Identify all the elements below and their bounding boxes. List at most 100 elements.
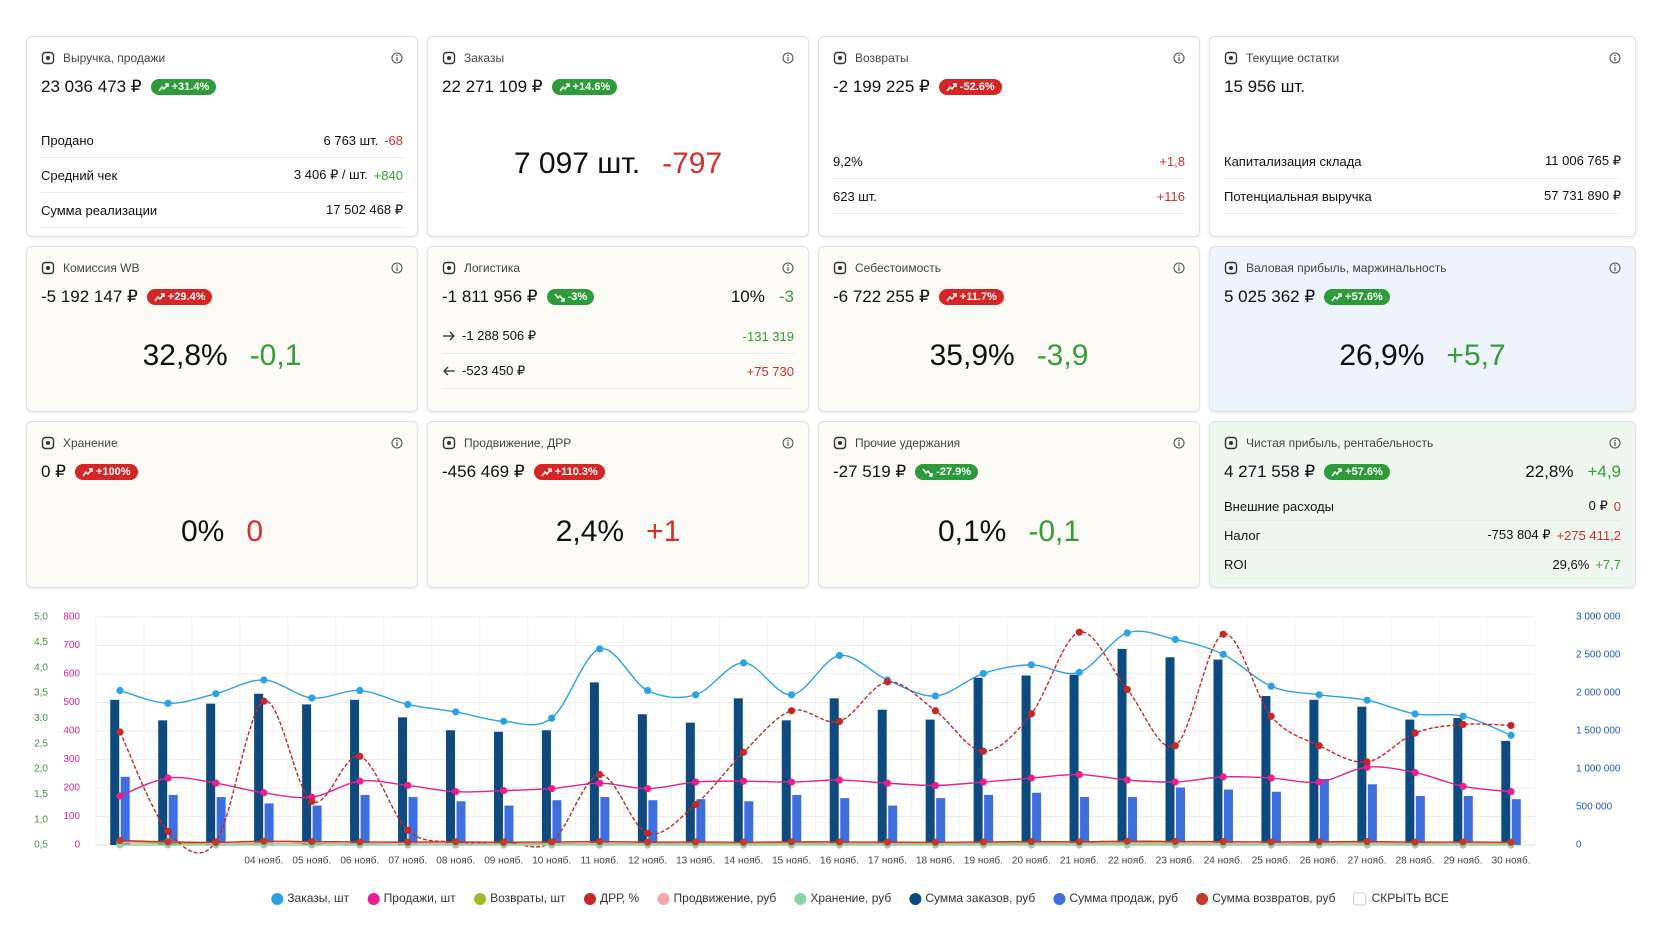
point [883, 838, 892, 846]
point [1411, 729, 1419, 737]
x-tick-label: 04 нояб. [244, 855, 283, 867]
legend-item[interactable]: Сумма продаж, руб [1053, 891, 1178, 905]
point [1027, 837, 1035, 846]
info-icon-part [1609, 262, 1621, 274]
point [1507, 731, 1515, 739]
card-icon-part [447, 56, 451, 60]
trend-arrow-part [547, 467, 552, 472]
row-delta: +840 [373, 167, 403, 183]
legend-item[interactable]: Сумма заказов, руб [909, 891, 1035, 905]
badge-text: -3% [567, 291, 588, 303]
bar [1319, 778, 1329, 845]
point [548, 714, 556, 722]
point [644, 829, 652, 837]
legend-swatch [909, 893, 922, 905]
trend-arrow-part [946, 83, 957, 91]
main-value: 22 271 109 ₽ [442, 77, 543, 96]
card-icon [833, 51, 847, 65]
legend-item[interactable]: Сумма возвратов, руб [1196, 891, 1336, 905]
point [691, 778, 700, 786]
card-icon [41, 51, 55, 65]
point [883, 779, 892, 787]
row-label: -523 450 ₽ [462, 363, 526, 378]
side-metric: 22,8% +4,9 [1525, 462, 1621, 482]
legend-label: Продажи, шт [384, 891, 456, 905]
trend-arrow-part [565, 82, 570, 87]
bar [1367, 784, 1377, 845]
info-icon-part [1178, 439, 1180, 442]
x-tick-label: 29 нояб. [1444, 855, 1483, 867]
kpi-card: Логистика -1 811 956 ₽ -3% 10% -3 -1 288 506 … [427, 246, 809, 412]
point [1459, 720, 1467, 729]
trend-arrow-part [1331, 468, 1342, 476]
legend-item[interactable]: ДРР, % [584, 891, 640, 905]
trend-arrow-part [952, 292, 957, 297]
legend-item[interactable]: Продажи, шт [367, 891, 456, 905]
card-icon [41, 436, 55, 450]
point [1219, 838, 1227, 846]
card-icon [1224, 436, 1238, 450]
bar [446, 730, 455, 845]
x-tick-label: 26 нояб. [1300, 855, 1339, 867]
trend-arrow-part [158, 83, 169, 91]
row-delta: -131 319 [742, 328, 794, 344]
info-icon-part [391, 262, 403, 274]
point [1075, 668, 1083, 676]
trend-arrow [541, 467, 552, 476]
point [452, 708, 460, 716]
y-tick-label: 700 [63, 640, 80, 651]
point [931, 781, 940, 790]
x-tick-label: 15 нояб. [772, 855, 811, 867]
card-title: Хранение [63, 436, 118, 450]
trend-arrow [82, 467, 93, 476]
point [1123, 685, 1131, 694]
point [1363, 837, 1371, 846]
point [1507, 788, 1515, 796]
y-tick-label: 500 000 [1576, 802, 1613, 813]
trend-arrow-part [560, 297, 565, 302]
info-icon [1609, 52, 1621, 64]
trend-arrow [154, 292, 165, 301]
info-icon [1173, 437, 1185, 449]
big-delta: 0 [246, 514, 264, 548]
info-icon-part [1614, 439, 1616, 442]
row-delta: +75 730 [746, 363, 794, 379]
point [596, 779, 604, 787]
bar [408, 797, 418, 845]
point [739, 777, 748, 785]
legend-item[interactable]: Хранение, руб [794, 891, 891, 905]
card-main: 4 271 558 ₽ +57.6% 22,8% +4,9 [1224, 460, 1621, 484]
info-icon-part [391, 52, 403, 64]
point [691, 838, 700, 846]
bar [456, 801, 466, 845]
bar [936, 798, 946, 845]
bar [1261, 696, 1271, 845]
row-value: 6 763 шт. [323, 132, 379, 148]
point [1363, 758, 1371, 766]
card-icon-part [833, 51, 847, 65]
legend-item[interactable]: Возвраты, шт [474, 891, 566, 905]
badge-text: +100% [96, 466, 131, 478]
trend-arrow-part [946, 293, 957, 301]
point [164, 827, 172, 835]
line [119, 766, 1512, 799]
info-icon-part [787, 264, 789, 267]
bar [733, 698, 743, 845]
bar [216, 797, 226, 845]
y-tick-label: 600 [63, 669, 80, 680]
info-icon [782, 262, 794, 274]
bar [840, 798, 850, 845]
card-icon-part [1224, 51, 1238, 65]
card-main: 23 036 473 ₽ +31.4% [41, 75, 403, 99]
trend-arrow-part [154, 293, 165, 301]
legend-item[interactable]: Продвижение, руб [657, 891, 777, 905]
metric-row: Сумма реализации 17 502 468 ₽ [41, 193, 403, 228]
card-icon-part [838, 441, 842, 445]
legend-item[interactable]: Заказы, шт [271, 891, 350, 905]
legend-toggle[interactable]: СКРЫТЬ ВСЕ [1353, 891, 1449, 906]
card-title: Выручка, продажи [63, 51, 166, 65]
row-label: Сумма реализации [41, 202, 158, 218]
point [644, 838, 652, 846]
metric-row: Капитализация склада 11 006 765 ₽ [1224, 144, 1621, 179]
big-value: 7 097 шт. [513, 146, 641, 180]
